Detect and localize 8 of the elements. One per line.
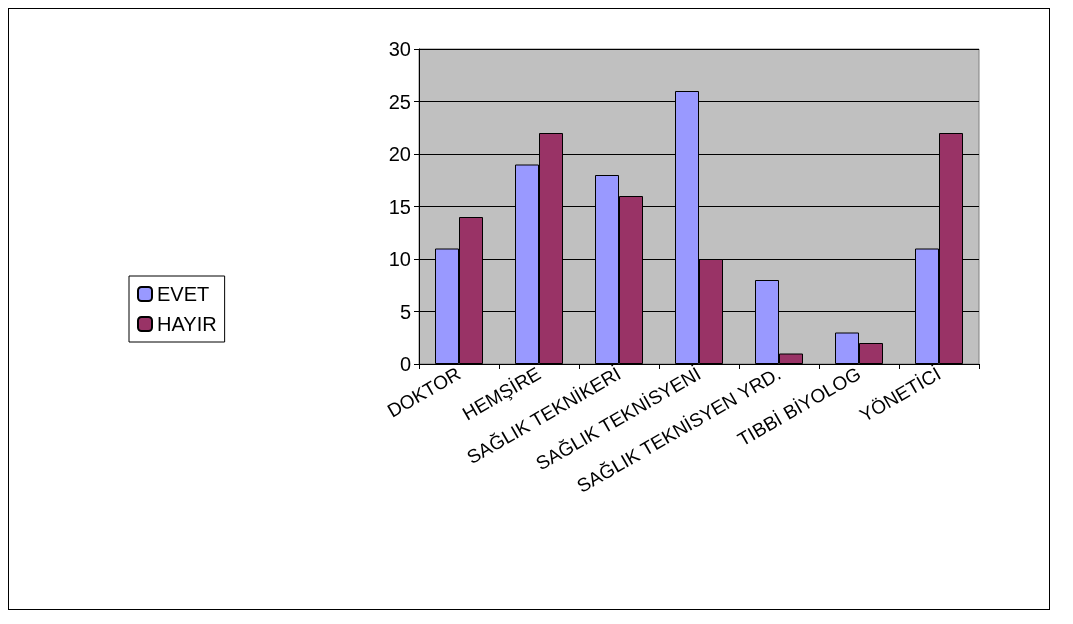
y-tick-label: 20 (388, 143, 411, 165)
y-tick-label: 10 (388, 248, 411, 270)
legend-label: EVET (157, 283, 210, 305)
y-tick-label: 5 (399, 300, 411, 323)
legend-label: HAYIR (157, 313, 217, 335)
y-tick-label: 25 (388, 90, 411, 113)
y-tick-label: 15 (388, 195, 411, 218)
y-tick-label: 30 (388, 38, 411, 60)
